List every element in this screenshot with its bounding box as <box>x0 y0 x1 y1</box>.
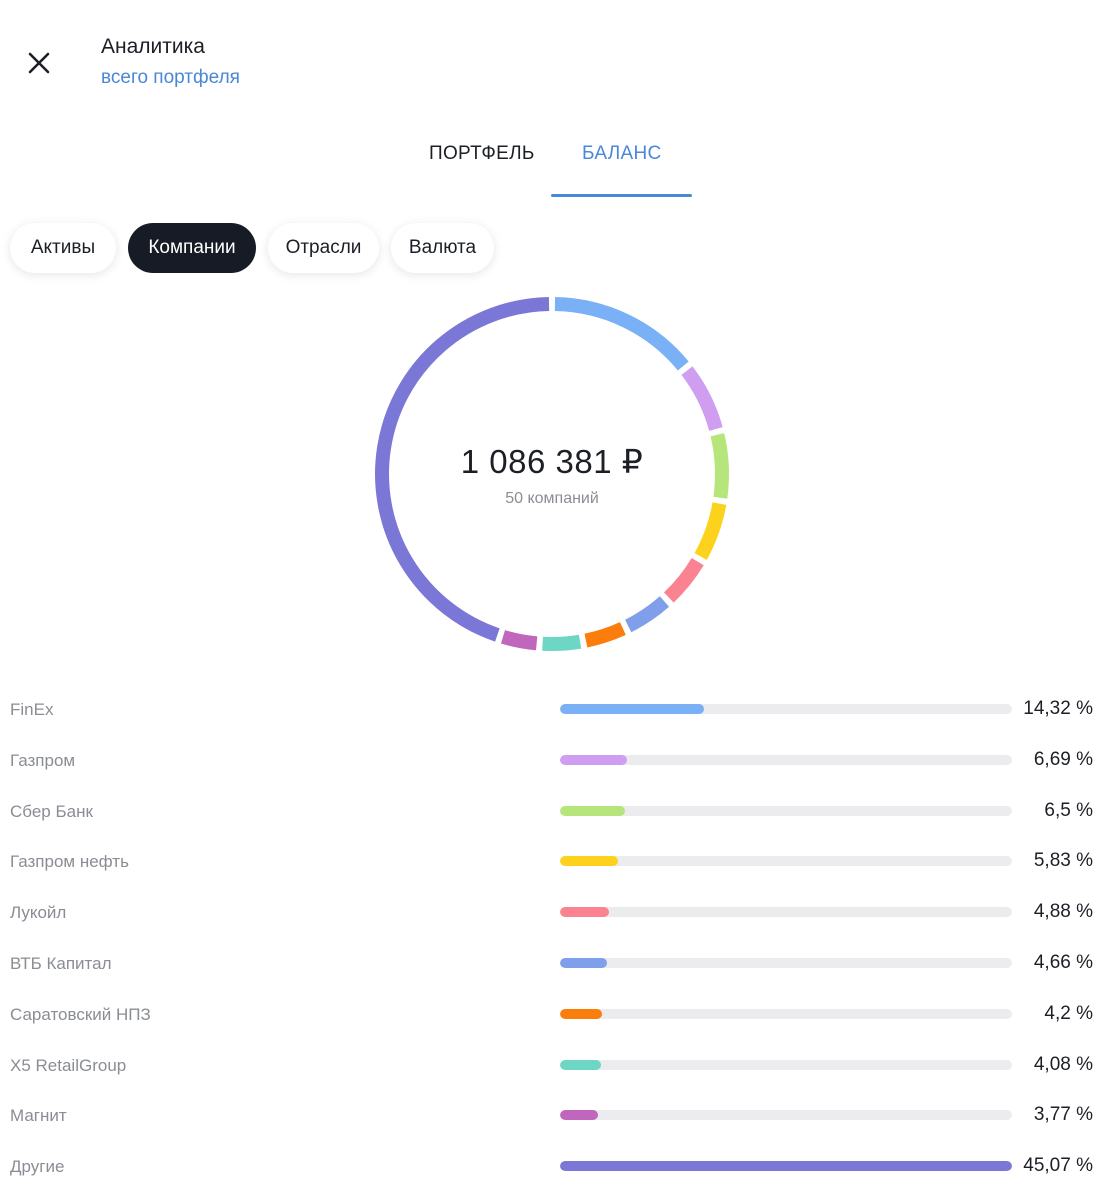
allocation-bar-fill <box>560 856 619 867</box>
active-tab-indicator <box>551 194 692 197</box>
allocation-percent: 14,32 % <box>1023 698 1093 719</box>
allocation-row[interactable]: Другие 45,07 % <box>0 1143 1109 1193</box>
allocation-row[interactable]: ВТБ Капитал 4,66 % <box>0 940 1109 990</box>
allocation-row[interactable]: Газпром 6,69 % <box>0 737 1109 787</box>
tab-portfolio[interactable]: ПОРТФЕЛЬ <box>429 143 535 164</box>
allocation-name: Сбер Банк <box>10 801 93 821</box>
close-icon <box>22 46 56 80</box>
allocation-name: FinEx <box>10 700 54 719</box>
allocation-name: ВТБ Капитал <box>10 954 112 973</box>
allocation-bar-fill <box>560 1059 601 1070</box>
companies-count: 50 компаний <box>505 490 599 507</box>
allocation-row[interactable]: Саратовский НПЗ 4,2 % <box>0 991 1109 1041</box>
donut-segment[interactable] <box>542 634 582 651</box>
allocation-bar-fill <box>560 1110 598 1121</box>
allocation-row[interactable]: Лукойл 4,88 % <box>0 889 1109 939</box>
chip-industries[interactable]: Отрасли <box>268 223 379 273</box>
allocation-bar-track <box>560 1110 1012 1121</box>
allocation-percent: 5,83 % <box>1033 850 1093 872</box>
allocation-bar-fill <box>560 1008 603 1019</box>
allocation-name: Газпром <box>10 750 76 770</box>
allocation-donut-chart: 1 086 381 ₽ 50 компаний <box>372 294 732 654</box>
close-button[interactable] <box>22 46 56 80</box>
allocation-percent: 6,69 % <box>1033 748 1093 770</box>
allocation-bar-fill <box>560 1161 1012 1172</box>
allocation-row[interactable]: Газпром нефть 5,83 % <box>0 838 1109 888</box>
allocation-bar-fill <box>560 805 626 816</box>
allocation-percent: 4,2 % <box>1044 1002 1093 1024</box>
donut-segment[interactable] <box>663 557 704 603</box>
allocation-bar-track <box>560 754 1012 765</box>
allocation-name: Саратовский НПЗ <box>10 1004 151 1024</box>
chip-companies[interactable]: Компании <box>128 223 256 273</box>
tab-balance[interactable]: БАЛАНС <box>582 143 662 164</box>
donut-segment[interactable] <box>710 433 729 499</box>
allocation-percent: 4,88 % <box>1033 901 1093 923</box>
donut-segment[interactable] <box>624 596 670 633</box>
allocation-bar-track <box>560 1161 1012 1172</box>
allocation-name: X5 RetailGroup <box>10 1055 127 1075</box>
donut-segment[interactable] <box>375 297 550 642</box>
allocation-percent: 3,77 % <box>1033 1104 1093 1126</box>
allocation-bar-track <box>560 856 1012 867</box>
allocation-bar-track <box>560 805 1012 816</box>
donut-segment[interactable] <box>554 297 689 371</box>
tab-bar: ПОРТФЕЛЬ БАЛАНС <box>0 130 1109 200</box>
allocation-percent: 45,07 % <box>1023 1155 1093 1177</box>
allocation-bar-track <box>560 1008 1012 1019</box>
allocation-bar-fill <box>560 907 609 918</box>
portfolio-total: 1 086 381 ₽ <box>460 443 644 480</box>
allocation-percent: 4,08 % <box>1033 1053 1093 1075</box>
allocation-name: Магнит <box>10 1106 67 1126</box>
allocation-bar-track <box>560 907 1012 918</box>
allocation-bar-fill <box>560 754 628 765</box>
chip-currency[interactable]: Валюта <box>391 223 494 273</box>
allocation-bar-track <box>560 704 1012 714</box>
chip-assets[interactable]: Активы <box>10 223 116 273</box>
allocation-bar-fill <box>560 958 607 968</box>
donut-svg <box>375 297 729 651</box>
allocation-row[interactable]: Сбер Банк 6,5 % <box>0 788 1109 838</box>
page-subtitle: всего портфеля <box>101 67 240 88</box>
page-title: Аналитика <box>101 35 205 58</box>
donut-segment[interactable] <box>584 622 626 648</box>
allocation-percent: 4,66 % <box>1033 952 1093 973</box>
allocation-bar-track <box>560 1059 1012 1070</box>
donut-segment[interactable] <box>694 502 727 560</box>
allocation-name: Газпром нефть <box>10 852 129 872</box>
donut-segment[interactable] <box>500 630 538 651</box>
allocation-row[interactable]: Магнит 3,77 % <box>0 1092 1109 1142</box>
allocation-row[interactable]: X5 RetailGroup 4,08 % <box>0 1042 1109 1092</box>
allocation-name: Лукойл <box>10 903 67 923</box>
allocation-bar-fill <box>560 704 704 714</box>
allocation-row[interactable]: FinEx 14,32 % <box>0 686 1109 736</box>
allocation-name: Другие <box>10 1157 65 1177</box>
allocation-bar-track <box>560 958 1012 968</box>
allocation-percent: 6,5 % <box>1044 799 1093 821</box>
donut-segment[interactable] <box>681 366 723 431</box>
